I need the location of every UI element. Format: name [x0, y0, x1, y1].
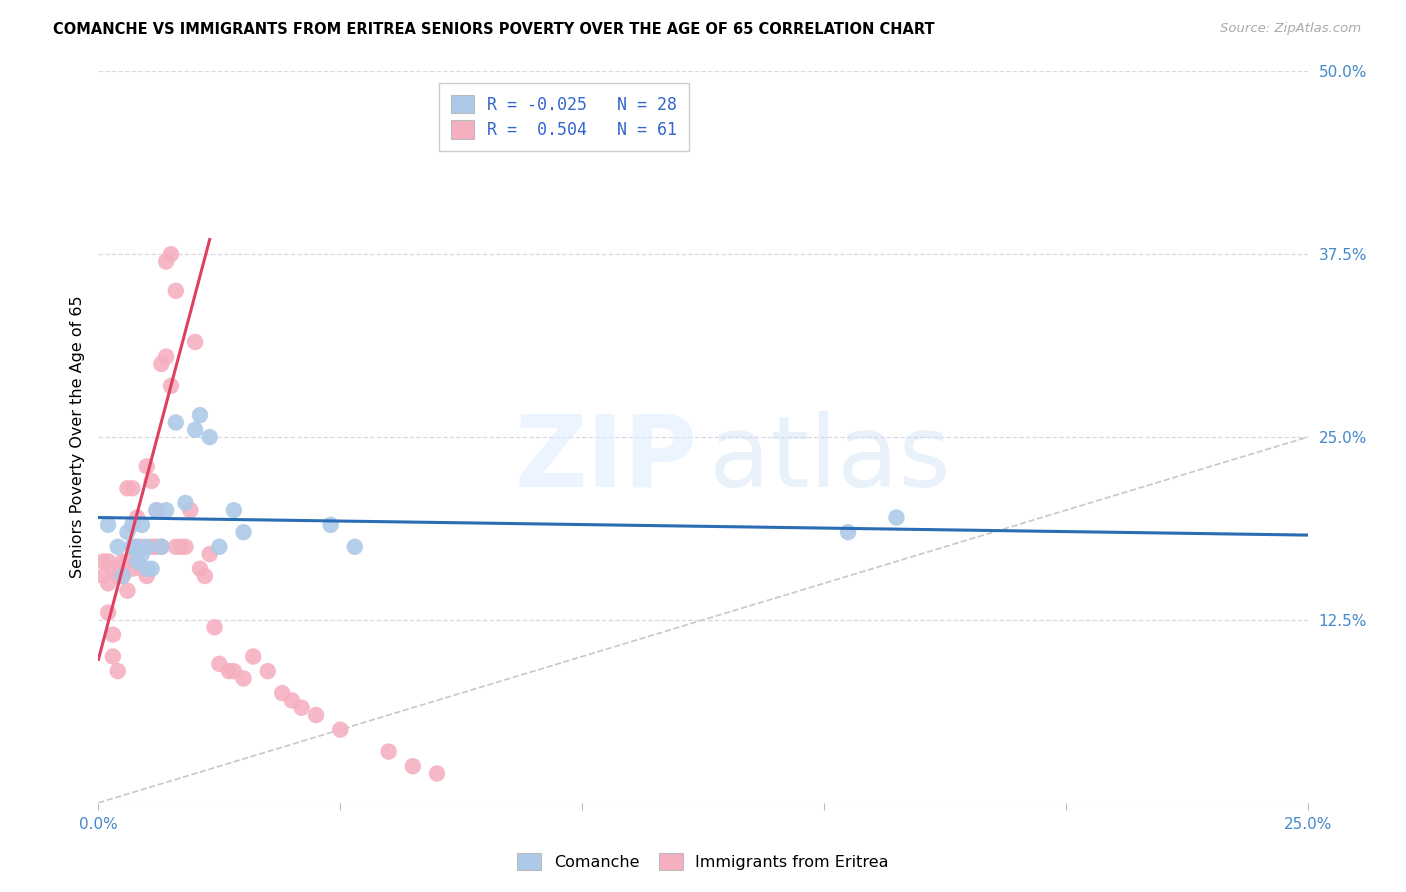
Point	[290, 700, 312, 714]
Point	[256, 664, 278, 678]
Point	[160, 247, 183, 261]
Point	[343, 540, 366, 554]
Point	[150, 540, 173, 554]
Point	[198, 547, 221, 561]
Point	[160, 379, 183, 393]
Point	[155, 254, 177, 268]
Point	[179, 503, 201, 517]
Point	[111, 569, 134, 583]
Point	[97, 554, 120, 568]
Point	[141, 474, 163, 488]
Point	[165, 284, 187, 298]
Point	[97, 517, 120, 532]
Point	[127, 510, 149, 524]
Point	[155, 350, 177, 364]
Point	[111, 569, 134, 583]
Text: Source: ZipAtlas.com: Source: ZipAtlas.com	[1220, 22, 1361, 36]
Point	[121, 517, 143, 532]
Point	[101, 562, 124, 576]
Point	[127, 554, 149, 568]
Point	[169, 540, 191, 554]
Point	[131, 540, 153, 554]
Point	[107, 540, 129, 554]
Point	[97, 606, 120, 620]
Point	[121, 540, 143, 554]
Point	[117, 554, 139, 568]
Point	[188, 562, 211, 576]
Point	[150, 540, 173, 554]
Point	[208, 657, 231, 671]
Point	[198, 430, 221, 444]
Point	[184, 334, 207, 349]
Point	[121, 540, 143, 554]
Point	[218, 664, 240, 678]
Y-axis label: Seniors Poverty Over the Age of 65: Seniors Poverty Over the Age of 65	[69, 296, 84, 578]
Text: ZIP: ZIP	[515, 410, 697, 508]
Point	[135, 569, 157, 583]
Point	[402, 759, 425, 773]
Point	[135, 540, 157, 554]
Point	[111, 562, 134, 576]
Point	[131, 517, 153, 532]
Point	[886, 510, 908, 524]
Point	[121, 562, 143, 576]
Point	[837, 525, 859, 540]
Point	[184, 423, 207, 437]
Point	[141, 540, 163, 554]
Point	[281, 693, 304, 707]
Point	[127, 554, 149, 568]
Point	[135, 562, 157, 576]
Point	[145, 540, 167, 554]
Point	[232, 672, 254, 686]
Point	[127, 540, 149, 554]
Point	[155, 503, 177, 517]
Point	[208, 540, 231, 554]
Point	[111, 554, 134, 568]
Point	[107, 569, 129, 583]
Text: COMANCHE VS IMMIGRANTS FROM ERITREA SENIORS POVERTY OVER THE AGE OF 65 CORRELATI: COMANCHE VS IMMIGRANTS FROM ERITREA SENI…	[53, 22, 935, 37]
Point	[117, 525, 139, 540]
Point	[101, 649, 124, 664]
Point	[194, 569, 217, 583]
Point	[232, 525, 254, 540]
Point	[305, 708, 328, 723]
Legend: R = -0.025   N = 28, R =  0.504   N = 61: R = -0.025 N = 28, R = 0.504 N = 61	[439, 83, 689, 151]
Point	[204, 620, 226, 634]
Point	[426, 766, 449, 780]
Legend: Comanche, Immigrants from Eritrea: Comanche, Immigrants from Eritrea	[510, 847, 896, 877]
Text: atlas: atlas	[709, 410, 950, 508]
Point	[222, 503, 245, 517]
Point	[319, 517, 342, 532]
Point	[329, 723, 352, 737]
Point	[145, 503, 167, 517]
Point	[242, 649, 264, 664]
Point	[145, 503, 167, 517]
Point	[150, 357, 173, 371]
Point	[165, 416, 187, 430]
Point	[101, 627, 124, 641]
Point	[377, 745, 399, 759]
Point	[165, 540, 187, 554]
Point	[141, 562, 163, 576]
Point	[174, 540, 197, 554]
Point	[117, 583, 139, 598]
Point	[150, 540, 173, 554]
Point	[127, 540, 149, 554]
Point	[107, 664, 129, 678]
Point	[222, 664, 245, 678]
Point	[131, 562, 153, 576]
Point	[174, 496, 197, 510]
Point	[97, 576, 120, 591]
Point	[91, 554, 114, 568]
Point	[131, 547, 153, 561]
Point	[271, 686, 294, 700]
Point	[117, 481, 139, 495]
Point	[121, 481, 143, 495]
Point	[135, 459, 157, 474]
Point	[91, 569, 114, 583]
Point	[188, 408, 211, 422]
